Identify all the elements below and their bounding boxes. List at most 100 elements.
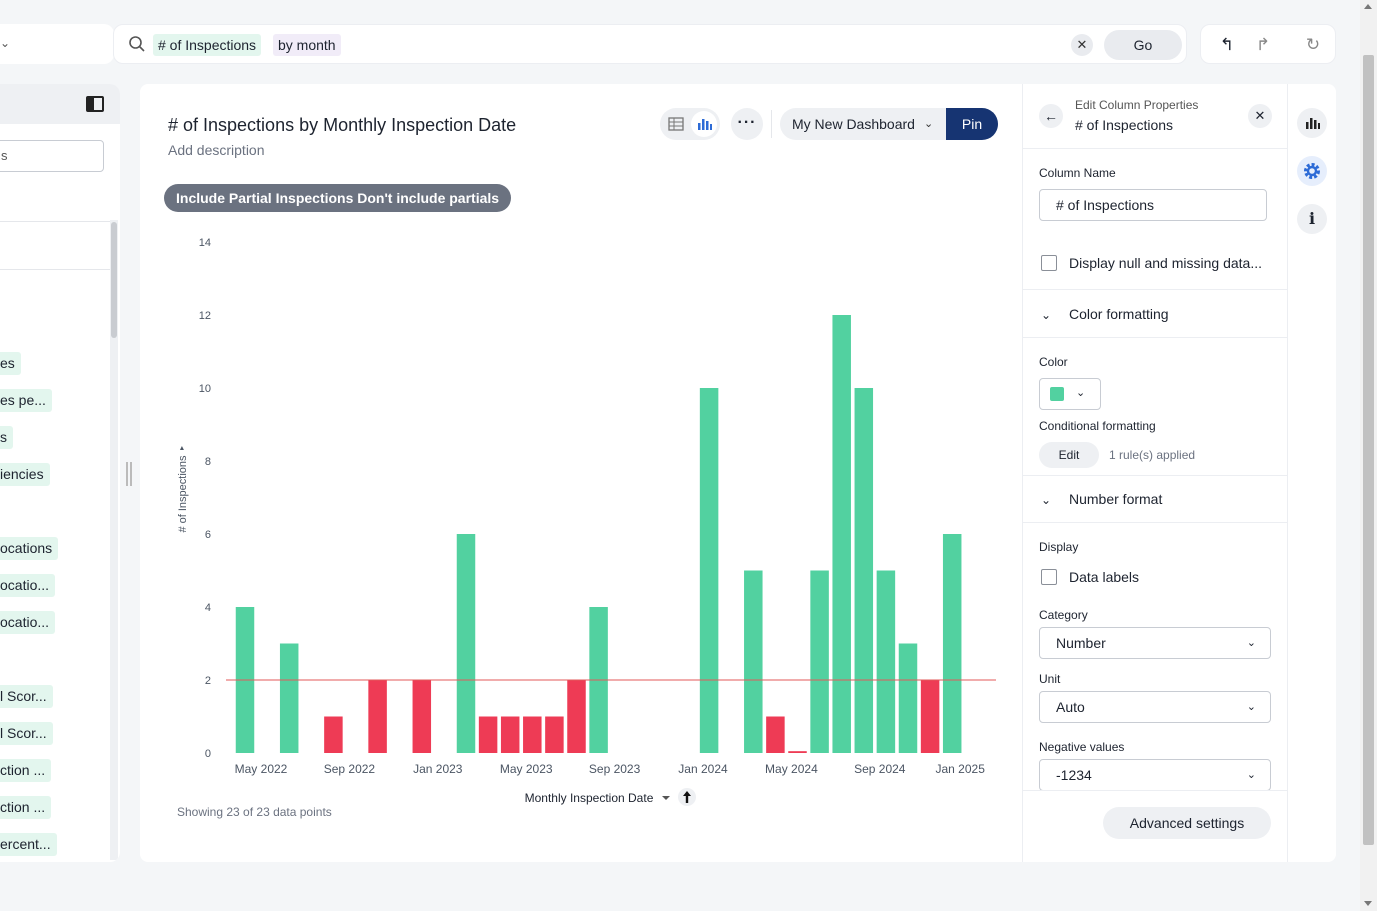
gear-icon[interactable] [1297,156,1327,186]
bar[interactable] [832,315,851,753]
data-panel-column-item[interactable]: ercent... [0,833,57,856]
data-panel-column-item[interactable]: ction ... [0,759,52,782]
resize-handle[interactable] [126,462,132,486]
number-format-toggle[interactable]: ⌄ Number format [1041,491,1162,507]
y-tick-label: 4 [205,602,211,614]
chart-view-icon[interactable] [691,111,717,137]
chevron-down-icon[interactable] [662,796,670,800]
divider [771,110,772,138]
bar[interactable] [500,716,520,754]
data-panel-column-item[interactable]: ocations [0,537,59,560]
back-arrow-icon[interactable]: ← [1039,104,1063,128]
search-token-measure[interactable]: # of Inspections [153,34,262,56]
bar[interactable] [456,534,476,753]
bar[interactable] [368,680,387,753]
sort-arrow-icon[interactable]: ▸ [177,446,186,450]
search-bar[interactable]: # of Inspections by month ✕ Go [113,24,1187,64]
data-panel-scrollbar[interactable] [110,220,118,860]
chart-description[interactable]: Add description [168,142,265,158]
redo-icon[interactable]: ↱ [1255,35,1271,54]
filter-chip[interactable]: Include Partial Inspections Don't includ… [164,184,512,212]
scroll-down-arrow-icon[interactable] [1364,901,1372,906]
data-panel-column-item[interactable]: ocatio... [0,574,56,597]
chevron-down-icon: ⌄ [1041,308,1052,322]
data-panel-column-item[interactable]: ocatio... [0,611,56,634]
bar[interactable] [876,570,896,754]
close-icon[interactable]: ✕ [1248,104,1272,128]
x-tick-label: May 2024 [765,762,818,776]
unit-select[interactable]: Auto ⌄ [1039,691,1271,723]
bar[interactable] [523,716,542,754]
search-icon [129,36,145,52]
bar[interactable] [810,570,829,754]
bar[interactable] [279,643,299,754]
reset-icon[interactable]: ↻ [1305,35,1321,54]
bar[interactable] [788,751,807,753]
info-icon[interactable]: i [1297,204,1327,234]
go-button[interactable]: Go [1104,30,1182,60]
panel-toggle-icon[interactable] [86,96,104,112]
bar[interactable] [766,716,785,754]
bar[interactable] [545,716,564,754]
advanced-settings-button[interactable]: Advanced settings [1103,807,1271,839]
x-tick-label: May 2022 [235,762,288,776]
data-panel-column-item[interactable]: es [0,352,21,375]
bar[interactable] [898,643,918,754]
category-label: Category [1039,608,1088,622]
table-view-icon[interactable] [663,111,689,137]
divider [0,269,114,270]
category-select[interactable]: Number ⌄ [1039,627,1271,659]
sort-ascending-icon[interactable] [683,791,691,803]
bar-chart[interactable]: 0 2 4 6 8 10 12 14 May 2022 Sep 2022 Jan 2023 May 2… [140,84,1020,824]
divider [1023,475,1287,476]
edit-rules-button[interactable]: Edit [1039,442,1099,468]
bar[interactable] [744,570,763,754]
data-panel-column-item[interactable]: l Scor... [0,685,53,708]
data-panel-scroll-thumb[interactable] [111,222,117,338]
negative-values-value: -1234 [1056,767,1092,783]
color-picker[interactable]: ⌄ [1039,378,1101,410]
answer-card: # of Inspections by Monthly Inspection D… [140,84,1336,862]
bar[interactable] [699,388,719,753]
source-selector[interactable]: ⌄ [0,24,114,64]
data-panel-search-input[interactable]: s [0,140,104,172]
x-tick-label: Sep 2024 [854,762,906,776]
chevron-down-icon: ⌄ [1246,769,1256,781]
data-panel-column-item[interactable]: iencies [0,463,50,486]
data-panel-column-item[interactable]: s [0,426,13,449]
chart-title[interactable]: # of Inspections by Monthly Inspection D… [168,115,517,135]
scroll-up-arrow-icon[interactable] [1364,4,1372,9]
chevron-down-icon: ⌄ [1076,387,1086,399]
undo-icon[interactable]: ↰ [1219,35,1235,54]
chart-config-icon[interactable] [1297,108,1327,138]
data-panel-column-item[interactable]: es pe... [0,389,52,412]
bar[interactable] [920,680,940,753]
bar[interactable] [478,716,498,754]
x-axis-label[interactable]: Monthly Inspection Date [525,791,654,805]
search-token-grouping[interactable]: by month [273,34,341,56]
color-formatting-toggle[interactable]: ⌄ Color formatting [1041,306,1169,322]
y-axis-label[interactable]: # of Inspections [177,455,189,533]
page-scroll-thumb[interactable] [1363,55,1374,845]
data-labels-checkbox[interactable] [1041,569,1057,585]
data-panel-column-item[interactable]: ction ... [0,796,52,819]
column-name-input[interactable]: # of Inspections [1039,189,1267,221]
color-formatting-heading: Color formatting [1069,306,1169,322]
bar[interactable] [854,388,874,753]
pin-button[interactable]: Pin [946,108,998,140]
negative-values-select[interactable]: -1234 ⌄ [1039,759,1271,791]
x-tick-label: Sep 2022 [324,762,376,776]
bar[interactable] [412,680,432,753]
data-panel-column-item[interactable]: l Scor... [0,722,53,745]
divider [0,221,114,222]
unit-value: Auto [1056,699,1085,715]
more-options-button[interactable]: ··· [731,108,763,140]
bar[interactable] [942,534,962,753]
clear-search-button[interactable]: ✕ [1071,34,1093,56]
display-null-checkbox[interactable] [1041,255,1057,271]
dashboard-select[interactable]: My New Dashboard ⌄ [780,108,948,140]
bar[interactable] [567,680,586,753]
display-label: Display [1039,540,1079,554]
bar[interactable] [324,716,343,754]
y-tick-label: 14 [199,237,211,249]
